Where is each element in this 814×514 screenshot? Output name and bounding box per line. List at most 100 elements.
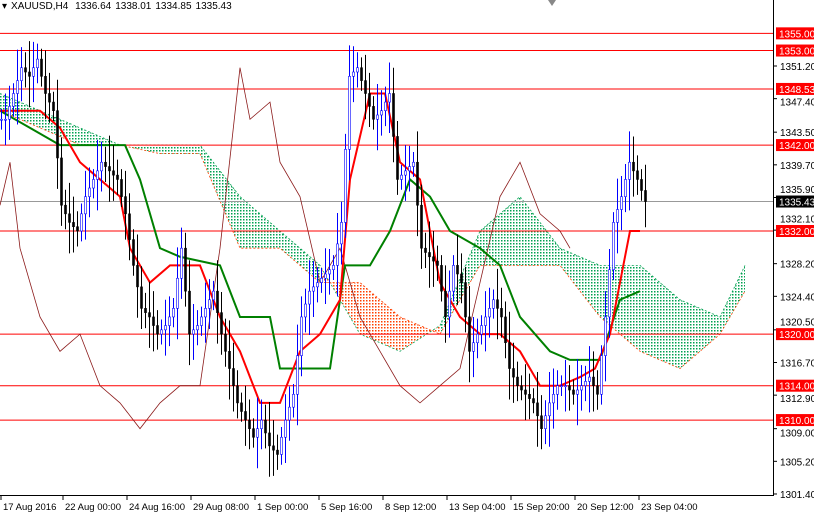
symbol-label: XAUUSD,H4 — [11, 1, 69, 12]
level-price-tag — [776, 414, 814, 427]
candle-body — [560, 385, 563, 387]
candle-body — [84, 196, 87, 215]
candle-body — [140, 286, 143, 309]
cloud-segment — [240, 196, 280, 249]
open-value: 1336.64 — [75, 1, 112, 12]
candle-body — [236, 385, 239, 404]
candle-body — [540, 415, 543, 429]
candle-body — [460, 273, 463, 283]
x-tick-label: 13 Sep 04:00 — [449, 502, 506, 513]
candle-body — [640, 179, 643, 191]
level-price-label: 1353.00 — [779, 47, 814, 58]
candle-body — [296, 355, 299, 395]
candle-body — [20, 67, 23, 81]
level-price-tag — [776, 82, 814, 95]
candle-body — [424, 247, 427, 253]
candle-body — [136, 265, 139, 288]
candle-body — [576, 389, 579, 395]
candle-body — [272, 445, 275, 451]
candle-body — [44, 76, 47, 94]
level-price-tag — [776, 225, 814, 238]
candle-body — [36, 58, 39, 69]
y-tick-label: 1347.40 — [780, 97, 814, 108]
level-price-label: 1310.00 — [779, 416, 814, 427]
y-tick-label: 1305.20 — [780, 457, 814, 468]
candle-body — [220, 312, 223, 335]
candle-body — [148, 312, 151, 318]
candle-body — [328, 269, 331, 275]
candle-body — [224, 333, 227, 352]
candle-body — [40, 58, 43, 77]
level-price-label: 1355.00 — [779, 29, 814, 40]
cloud-segment — [560, 248, 600, 317]
candle-body — [536, 402, 539, 417]
candle-body — [352, 71, 355, 77]
candle-body — [264, 419, 267, 434]
cloud-segment — [720, 265, 745, 335]
candle-body — [4, 118, 7, 121]
candle-body — [32, 67, 35, 77]
candle-body — [80, 213, 83, 232]
candle-body — [0, 118, 3, 121]
candle-body — [116, 174, 119, 180]
candle-body — [196, 325, 199, 331]
candle-body — [480, 325, 483, 335]
candle-body — [64, 204, 67, 215]
candle-body — [240, 402, 243, 412]
candle-body — [68, 213, 71, 223]
candle-body — [384, 101, 387, 111]
candle-body — [60, 157, 63, 206]
candle-body — [332, 265, 335, 270]
candle-body — [448, 290, 451, 318]
candle-body — [212, 290, 215, 301]
level-price-tag — [776, 44, 814, 57]
candle-body — [228, 351, 231, 369]
candle-body — [624, 179, 627, 197]
x-tick-label: 17 Aug 2016 — [3, 502, 56, 513]
cloud-segment — [160, 145, 200, 154]
candle-body — [288, 406, 291, 421]
candle-body — [156, 325, 159, 335]
candle-body — [420, 204, 423, 249]
candle-body — [376, 114, 379, 120]
kijun-sen-line — [0, 109, 641, 370]
y-tick-label: 1351.20 — [780, 62, 814, 73]
level-price-label: 1320.00 — [779, 330, 814, 341]
low-value: 1334.85 — [155, 1, 192, 12]
candle-body — [100, 161, 103, 172]
dropdown-triangle-icon[interactable]: ▾ — [2, 1, 8, 12]
x-tick-label: 20 Sep 12:00 — [577, 502, 634, 513]
candle-body — [592, 376, 595, 386]
candle-body — [504, 316, 507, 344]
candle-body — [520, 385, 523, 391]
candle-body — [616, 209, 619, 223]
cloud-segment — [200, 145, 240, 249]
candle-body — [644, 190, 647, 202]
cloud-segment — [360, 282, 400, 352]
y-tick-label: 1309.00 — [780, 429, 814, 440]
candle-body — [128, 213, 131, 240]
candle-body — [380, 110, 383, 116]
level-price-label: 1342.00 — [779, 141, 814, 152]
candle-body — [512, 368, 515, 378]
candle-body — [436, 260, 439, 266]
candle-body — [388, 93, 391, 103]
candle-body — [208, 299, 211, 309]
candle-body — [600, 355, 603, 395]
candle-body — [396, 136, 399, 180]
level-price-tag — [776, 379, 814, 392]
y-tick-label: 1339.70 — [780, 161, 814, 172]
candle-body — [96, 170, 99, 180]
candle-body — [516, 376, 519, 386]
candle-body — [188, 290, 191, 335]
candle-body — [636, 170, 639, 180]
candle-body — [552, 393, 555, 404]
y-tick-label: 1312.90 — [780, 394, 814, 405]
candle-body — [564, 385, 567, 387]
candle-body — [172, 308, 175, 318]
candle-body — [320, 277, 323, 283]
candle-body — [468, 316, 471, 352]
